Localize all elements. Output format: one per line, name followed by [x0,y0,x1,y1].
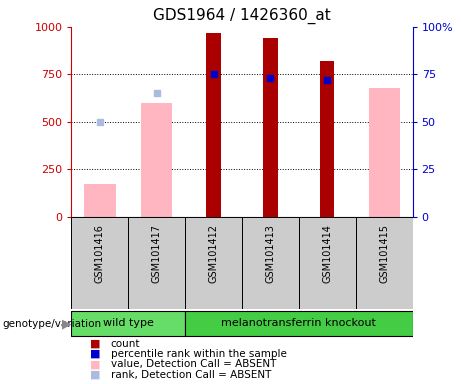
Text: ■: ■ [90,349,100,359]
Text: GSM101416: GSM101416 [95,224,105,283]
Bar [320,61,334,217]
Text: ■: ■ [90,359,100,369]
Bar [71,217,128,309]
Text: value, Detection Call = ABSENT: value, Detection Call = ABSENT [111,359,276,369]
Text: melanotransferrin knockout: melanotransferrin knockout [221,318,376,328]
Text: GSM101412: GSM101412 [208,224,219,283]
Bar [128,217,185,309]
Text: genotype/variation: genotype/variation [2,318,101,329]
Text: GSM101415: GSM101415 [379,224,389,283]
Text: percentile rank within the sample: percentile rank within the sample [111,349,287,359]
Text: wild type: wild type [103,318,154,328]
Text: rank, Detection Call = ABSENT: rank, Detection Call = ABSENT [111,370,271,380]
Text: ▶: ▶ [62,317,72,330]
Bar [141,103,172,217]
Text: GSM101413: GSM101413 [266,224,276,283]
Text: ■: ■ [90,339,100,349]
Bar [207,33,221,217]
Bar [71,311,185,336]
Bar [185,311,413,336]
Bar [299,217,356,309]
Text: GSM101417: GSM101417 [152,224,162,283]
Text: ■: ■ [90,370,100,380]
Bar [368,88,400,217]
Bar [356,217,413,309]
Bar [242,217,299,309]
Bar [185,217,242,309]
Text: GSM101414: GSM101414 [322,224,332,283]
Bar [263,38,278,217]
Bar [84,184,116,217]
Title: GDS1964 / 1426360_at: GDS1964 / 1426360_at [153,8,331,24]
Text: count: count [111,339,140,349]
